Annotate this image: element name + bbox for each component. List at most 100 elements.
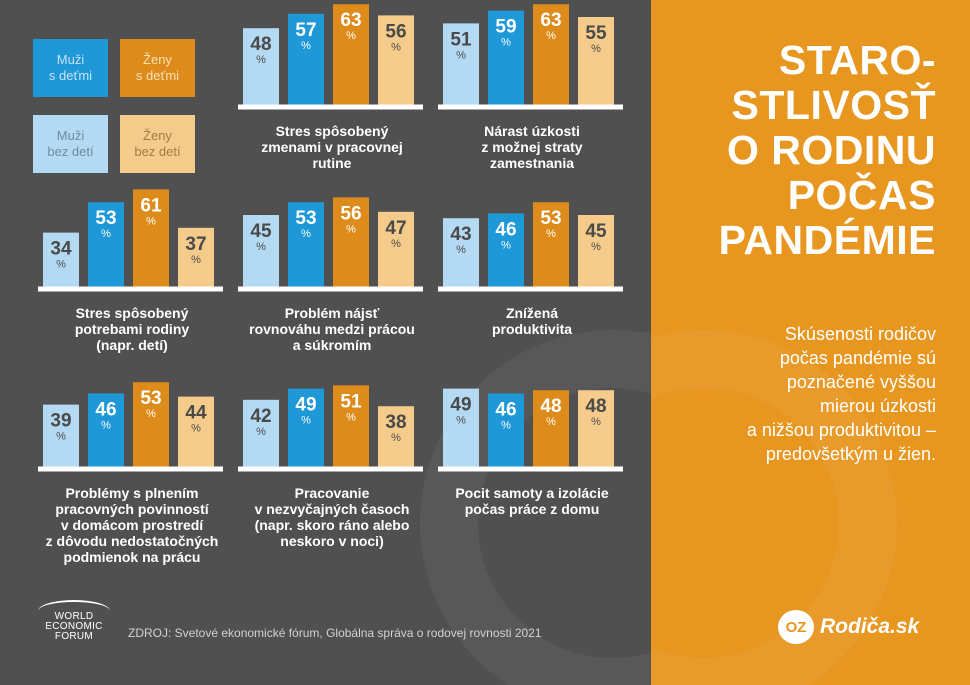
bar: [533, 390, 569, 467]
bar: [488, 213, 524, 287]
bar-value-label: 53: [540, 208, 561, 229]
bar-value-label: 55: [585, 23, 607, 44]
chart-caption-line: zamestnania: [489, 155, 575, 171]
bar-value-label: 46: [495, 219, 516, 240]
bar: [533, 4, 569, 106]
bar-value-label: 46: [95, 399, 116, 420]
bar: [288, 388, 324, 467]
bar-value-label: 45: [250, 221, 272, 242]
bar-unit-label: %: [391, 432, 401, 444]
chart-caption-line: Znížená: [505, 305, 559, 321]
chart-caption-line: (napr. detí): [96, 337, 168, 353]
bar-unit-label: %: [591, 43, 601, 55]
chart-caption-line: Pocit samoty a izolácie: [455, 485, 609, 501]
source-text: ZDROJ: Svetové ekonomické fórum, Globáln…: [128, 626, 542, 640]
bar-value-label: 44: [185, 403, 207, 424]
bar: [133, 382, 169, 467]
wef-logo-line: FORUM: [54, 631, 94, 642]
chart-caption-line: Problém nájsť: [284, 305, 380, 321]
bar-unit-label: %: [256, 54, 266, 66]
chart-caption: Problémy s plnením pracovných povinností v…: [32, 485, 232, 565]
bar-unit-label: %: [456, 244, 466, 256]
bar-value-label: 56: [340, 203, 361, 224]
subtitle-line: poznačené vyššou: [786, 372, 936, 392]
bar: [378, 15, 414, 105]
bar-unit-label: %: [146, 408, 156, 420]
bar: [488, 393, 524, 467]
legend-label-line: s deťmi: [135, 68, 180, 83]
bar-value-label: 51: [450, 29, 472, 50]
bar-chart-svg: 34%53%61%37%: [38, 189, 223, 292]
bar-unit-label: %: [346, 30, 356, 42]
bar: [243, 215, 279, 287]
bar-unit-label: %: [301, 40, 311, 52]
chart-caption-line: počas práce z domu: [464, 501, 600, 517]
chart-caption: Znížená produktivita: [432, 305, 632, 337]
bar-value-label: 48: [585, 396, 606, 417]
bar-unit-label: %: [546, 30, 556, 42]
bar-unit-label: %: [546, 416, 556, 428]
bar: [533, 202, 569, 287]
chart-caption-line: zmenami v pracovnej: [261, 139, 403, 155]
bar-value-label: 57: [295, 20, 316, 41]
bar-value-label: 43: [450, 224, 471, 245]
title-panel: [651, 0, 970, 685]
wef-logo: WORLD ECONOMIC FORUM: [30, 600, 118, 660]
page-title: STARO- STLIVOSŤ O RODINU POČAS PANDÉMIE: [719, 38, 936, 263]
bar-unit-label: %: [456, 415, 466, 427]
brand-mark: OZ: [778, 610, 814, 644]
chart-caption-line: z možnej straty: [481, 139, 583, 155]
bar-unit-label: %: [391, 238, 401, 250]
bar: [88, 202, 124, 287]
legend-item: Muži s deťmi: [33, 39, 108, 97]
brand-logo: OZ Rodiča.sk: [778, 610, 919, 644]
bar: [443, 218, 479, 287]
chart-caption-line: (napr. skoro ráno alebo: [254, 517, 410, 533]
bar-unit-label: %: [256, 426, 266, 438]
bar-unit-label: %: [456, 49, 466, 61]
bar-unit-label: %: [346, 411, 356, 423]
bar: [578, 215, 614, 287]
title-line: STARO-: [778, 37, 936, 83]
chart-caption-line: Stres spôsobený: [75, 305, 189, 321]
bar-unit-label: %: [101, 419, 111, 431]
brand-name: Rodiča.sk: [820, 615, 920, 638]
subtitle-line: predovšetkým u žien.: [765, 444, 936, 464]
bar: [443, 23, 479, 105]
subtitle-line: počas pandémie sú: [779, 348, 936, 368]
bar: [378, 406, 414, 467]
bar-unit-label: %: [546, 228, 556, 240]
bar-chart-svg: 45%53%56% 47%: [238, 197, 423, 292]
legend-label: Muži bez detí: [47, 128, 93, 160]
legend-label-line: Ženy: [143, 128, 172, 143]
bar-value-label: 51: [340, 391, 362, 412]
bar-value-label: 61: [140, 195, 162, 216]
bar: [243, 28, 279, 106]
chart-caption-line: podmienok na prácu: [63, 549, 201, 565]
bar: [488, 10, 524, 106]
bar-unit-label: %: [101, 228, 111, 240]
bar-value-label: 39: [50, 411, 71, 432]
chart-caption-line: rutine: [312, 155, 352, 171]
chart-caption: Nárast úzkosti z možnej straty zamestnania: [432, 123, 632, 171]
chart-caption: Pocit samoty a izolácie počas práce z dom…: [432, 485, 632, 517]
bar-unit-label: %: [501, 37, 511, 49]
bar: [178, 396, 214, 467]
chart-caption-line: produktivita: [491, 321, 573, 337]
bar: [333, 385, 369, 467]
bar: [333, 197, 369, 287]
chart-caption-line: potrebami rodiny: [74, 321, 190, 337]
title-line: STLIVOSŤ: [731, 82, 936, 128]
bar-value-label: 59: [495, 17, 516, 38]
bar-unit-label: %: [391, 41, 401, 53]
bar-value-label: 63: [540, 10, 561, 31]
chart-caption-line: v domácom prostredí: [60, 517, 204, 533]
bar-value-label: 46: [495, 399, 516, 420]
bar-unit-label: %: [501, 419, 511, 431]
legend-label-line: Muži: [56, 52, 85, 67]
legend-label-line: Muži: [56, 128, 85, 143]
bar-value-label: 48: [250, 34, 271, 55]
bar-value-label: 63: [340, 10, 361, 31]
bar-chart-svg: 48%57%63% 56%: [238, 4, 423, 110]
